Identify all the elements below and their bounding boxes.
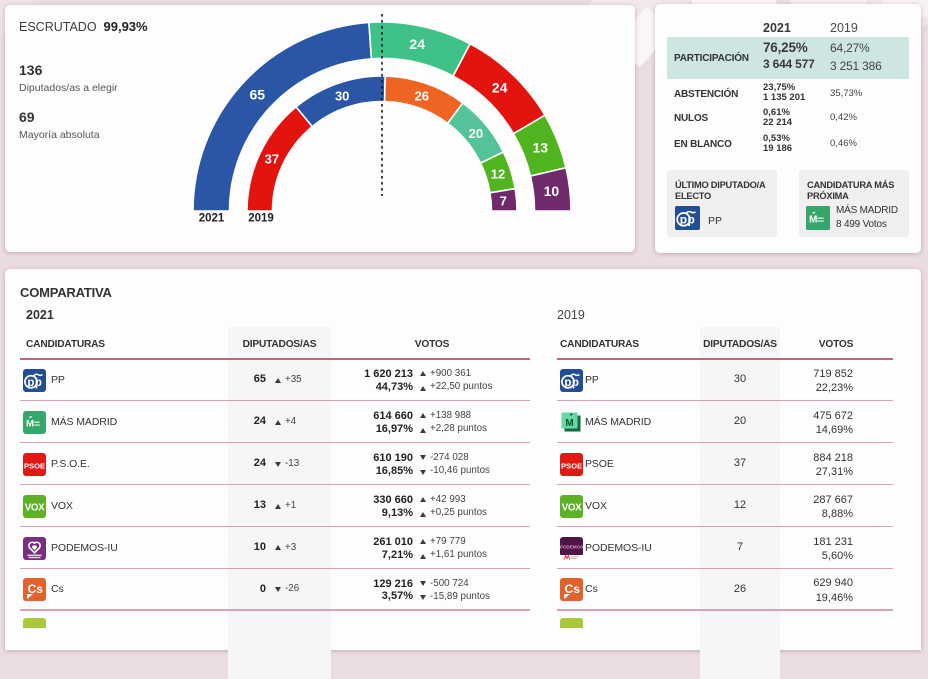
- svg-text:10: 10: [544, 183, 560, 199]
- svg-text:pp: pp: [27, 377, 42, 389]
- svg-text:2021: 2021: [199, 213, 225, 225]
- svg-text:pp: pp: [680, 213, 695, 227]
- svg-text:VOX: VOX: [24, 502, 44, 513]
- svg-text:37: 37: [265, 152, 279, 167]
- svg-text:26: 26: [415, 88, 429, 103]
- svg-text:12: 12: [491, 166, 505, 181]
- svg-text:30: 30: [335, 88, 349, 103]
- svg-text:M: M: [565, 418, 573, 429]
- svg-text:M: M: [809, 214, 817, 225]
- svg-text:7: 7: [500, 193, 507, 208]
- svg-text:65: 65: [250, 87, 266, 103]
- svg-text:24: 24: [409, 36, 425, 52]
- svg-text:Cs: Cs: [27, 582, 43, 596]
- svg-text:M: M: [26, 418, 34, 429]
- svg-text:PSOE: PSOE: [561, 461, 582, 470]
- svg-text:pp: pp: [564, 377, 579, 389]
- svg-text:20: 20: [469, 126, 483, 141]
- svg-text:13: 13: [533, 139, 549, 155]
- svg-text:PODEMOS: PODEMOS: [560, 544, 583, 549]
- svg-text:24: 24: [492, 80, 508, 96]
- svg-text:PSOE: PSOE: [24, 461, 45, 470]
- svg-text:VOX: VOX: [562, 502, 582, 513]
- svg-text:Cs: Cs: [565, 582, 581, 596]
- svg-text:2019: 2019: [248, 213, 274, 225]
